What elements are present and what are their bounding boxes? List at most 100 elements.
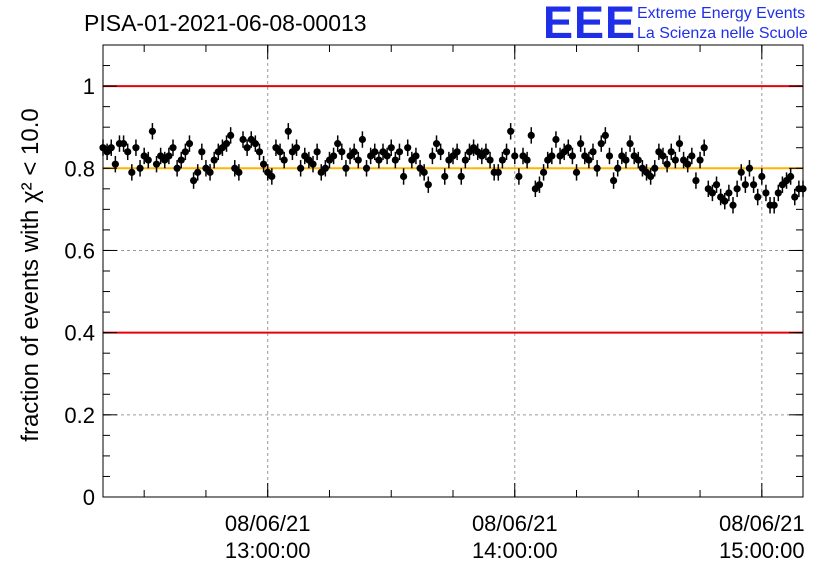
data-point [313, 148, 321, 156]
data-point [432, 140, 441, 148]
data-point [712, 181, 721, 189]
data-point [338, 148, 346, 156]
data-point [457, 172, 465, 181]
data-point [659, 152, 667, 160]
data-point [148, 127, 157, 135]
data-point [194, 168, 202, 176]
data-point [634, 156, 642, 164]
x-tick-label-time: 15:00:00 [719, 538, 805, 563]
data-point [132, 144, 140, 152]
data-point [577, 140, 585, 148]
data-point [399, 172, 408, 181]
data-point [124, 148, 132, 156]
data-point [708, 189, 717, 197]
data-point [453, 148, 461, 156]
data-point [173, 164, 181, 172]
data-point [647, 172, 655, 181]
data-point [539, 168, 548, 176]
data-point [749, 181, 758, 189]
data-point [239, 135, 247, 144]
data-point [420, 168, 428, 176]
data-point [605, 152, 614, 160]
data-point [725, 189, 733, 197]
y-tick-label: 0 [83, 485, 95, 510]
data-point [128, 168, 136, 176]
data-point [259, 160, 268, 168]
data-point [737, 168, 745, 176]
data-point [177, 156, 185, 164]
data-point [144, 156, 152, 164]
y-tick-label: 0.8 [64, 156, 95, 181]
chart-title: PISA-01-2021-06-08-00013 [84, 10, 367, 36]
logo-line-2: La Scienza nelle Scuole [637, 25, 808, 42]
data-point [334, 140, 342, 148]
x-tick-label-time: 13:00:00 [225, 538, 311, 563]
data-point [461, 156, 469, 164]
data-point [251, 140, 259, 148]
data-point [383, 152, 391, 160]
data-point [548, 152, 556, 160]
data-point [609, 177, 618, 185]
data-point [119, 140, 128, 148]
data-point [515, 172, 523, 181]
data-point [700, 144, 708, 152]
data-point [568, 152, 577, 160]
data-point [395, 148, 404, 156]
data-point [387, 144, 395, 152]
data-point [774, 189, 782, 197]
data-point [255, 148, 264, 156]
data-point [502, 148, 511, 156]
data-point [292, 144, 301, 152]
data-point [284, 127, 292, 135]
x-tick-label-date: 08/06/21 [719, 511, 805, 536]
eee-logo-mark: EEE [543, 0, 637, 48]
data-point [754, 193, 762, 201]
data-points [99, 123, 807, 214]
data-point [222, 140, 231, 148]
x-tick-label-time: 14:00:00 [472, 538, 558, 563]
x-tick-label-date: 08/06/21 [225, 511, 311, 536]
data-point [535, 181, 544, 189]
data-point [297, 164, 305, 172]
data-point [136, 164, 144, 172]
data-point [585, 156, 593, 164]
y-axis: 0 0.2 0.4 0.6 0.8 1 [64, 44, 803, 510]
data-point [152, 160, 161, 168]
data-point [243, 144, 251, 152]
data-point [671, 156, 679, 164]
data-point [663, 160, 671, 168]
data-point [692, 177, 700, 185]
data-point [597, 140, 605, 148]
data-point [165, 152, 173, 160]
data-point [362, 164, 371, 172]
data-point [329, 152, 338, 160]
data-point [688, 152, 696, 160]
eee-logo: EEE Extreme Energy Events La Scienza nel… [543, 0, 833, 48]
data-point [787, 172, 795, 181]
data-point [482, 148, 490, 156]
data-point [276, 148, 284, 156]
x-tick-label-date: 08/06/21 [472, 511, 558, 536]
data-point [412, 152, 420, 160]
data-point [428, 152, 437, 160]
data-point [375, 156, 383, 164]
plot-frame [102, 44, 804, 498]
data-point [498, 156, 507, 164]
data-point [189, 177, 198, 185]
data-point [622, 156, 630, 164]
data-point [235, 168, 243, 176]
data-point [593, 164, 601, 172]
data-point [111, 160, 119, 168]
data-point [185, 140, 194, 148]
data-point [342, 164, 350, 172]
data-point [511, 152, 519, 160]
data-point [507, 127, 515, 135]
y-tick-label: 0.4 [64, 321, 95, 346]
data-point [651, 164, 659, 172]
grid-lines [103, 45, 803, 497]
data-point [527, 131, 535, 139]
data-point [721, 197, 729, 205]
data-point [354, 156, 362, 164]
data-point [626, 140, 634, 148]
